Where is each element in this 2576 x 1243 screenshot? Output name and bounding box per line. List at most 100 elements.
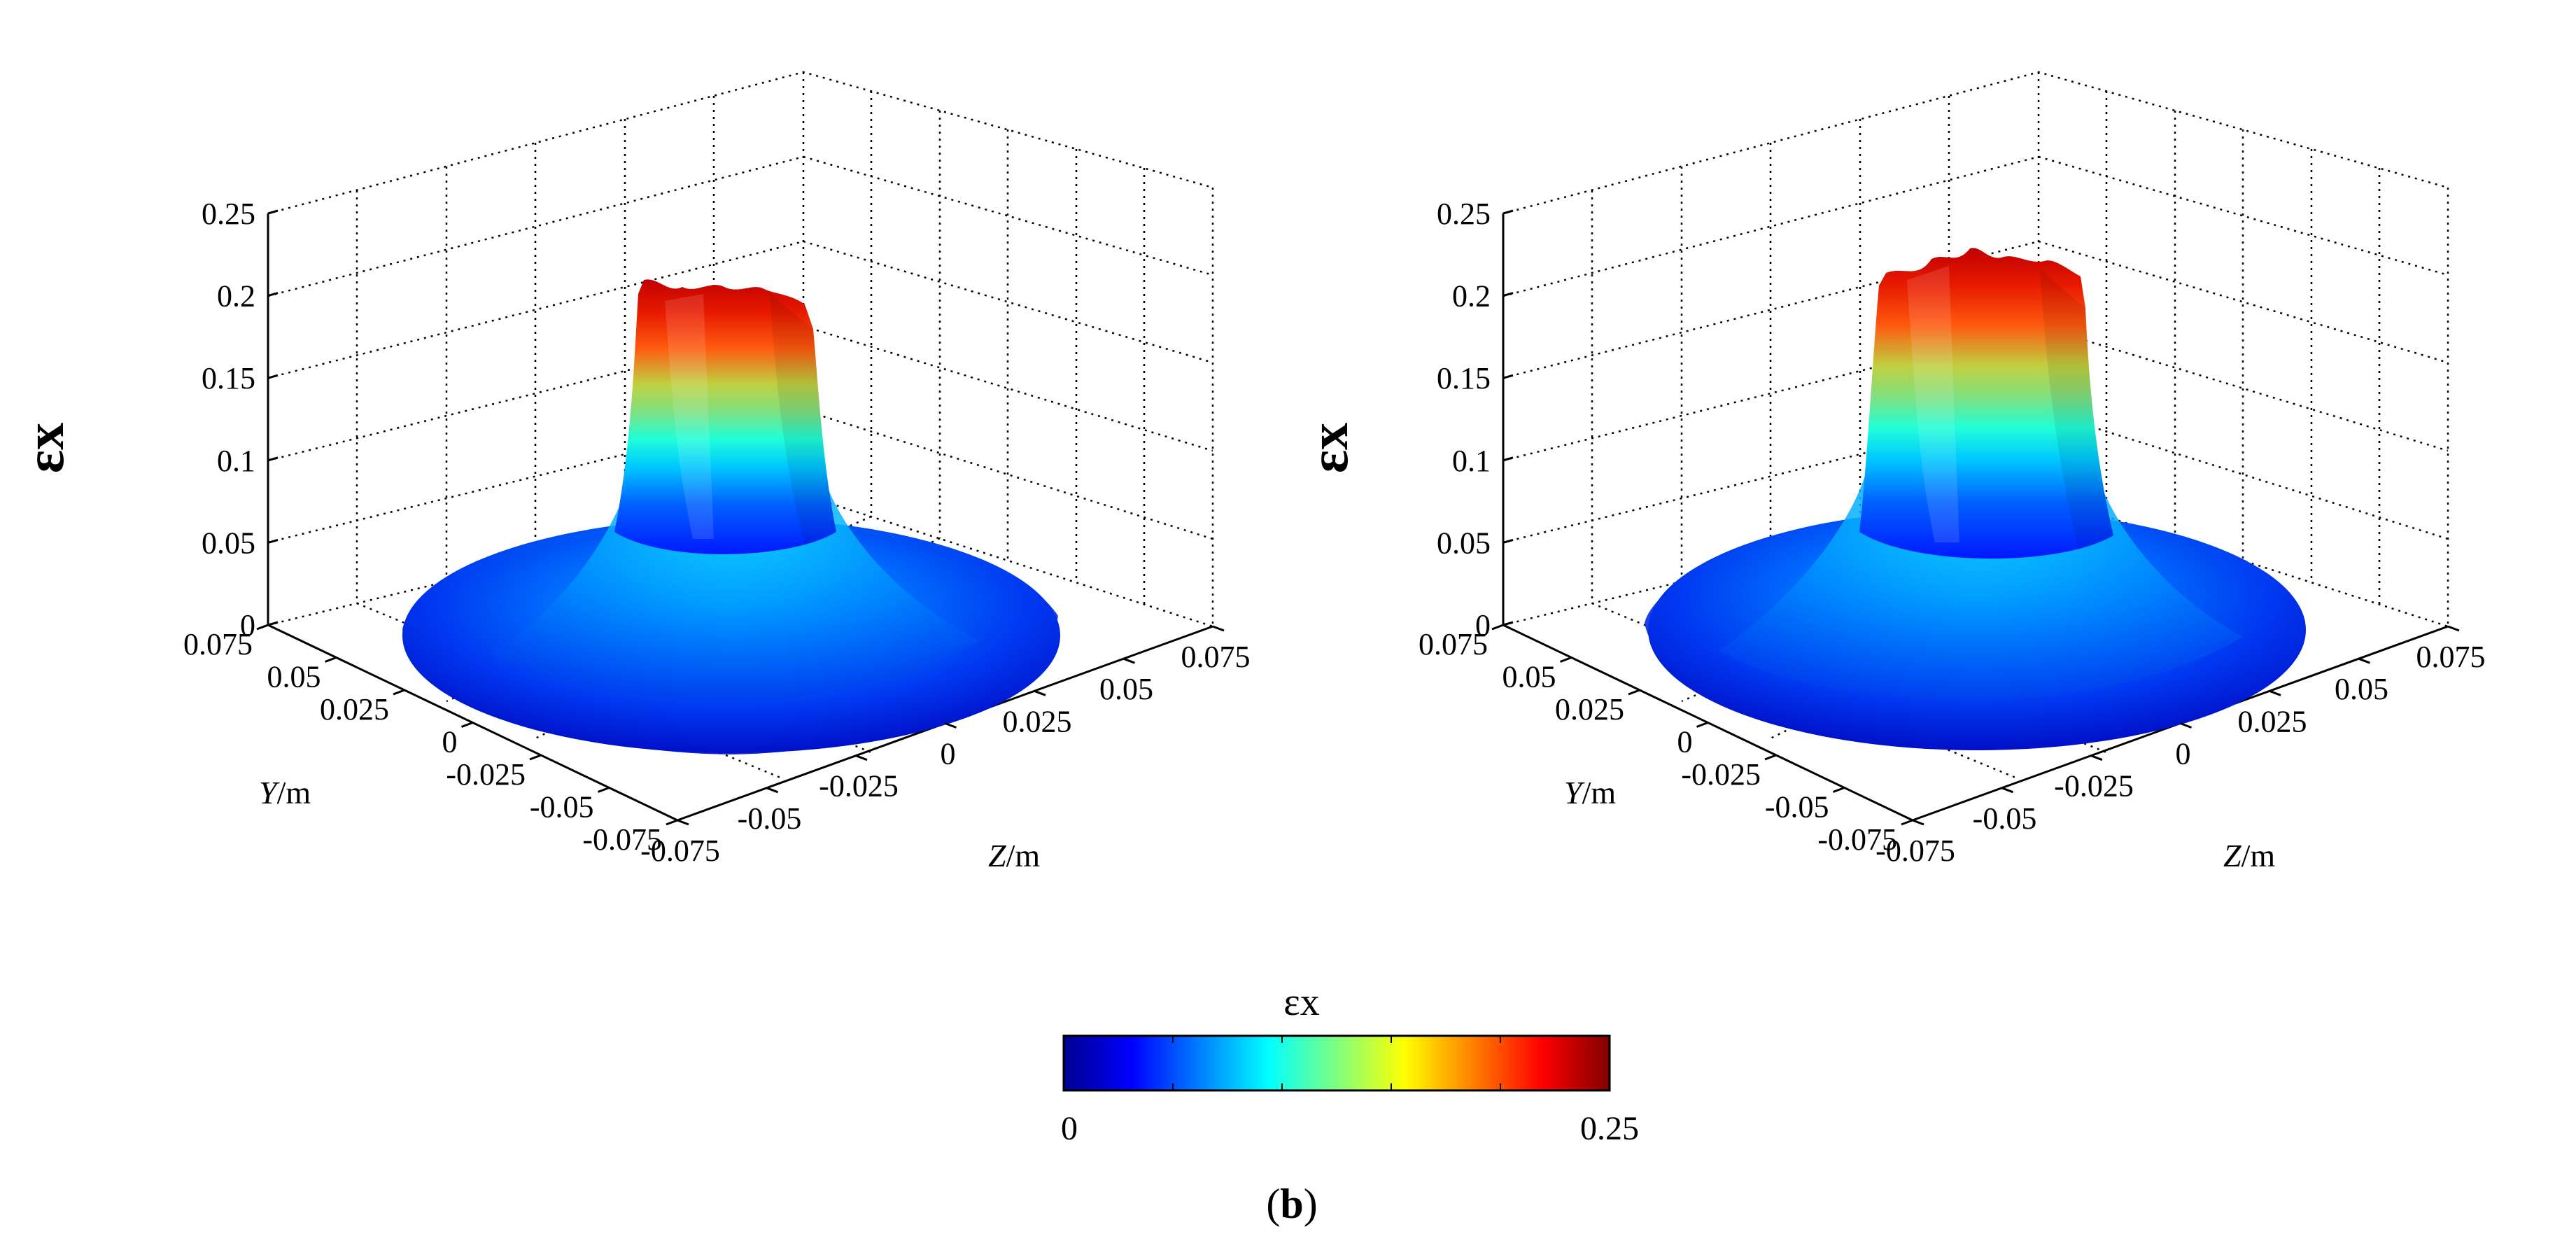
panel-label: (b) [1266, 1181, 1317, 1227]
x-tick-mark [855, 754, 868, 761]
surface-plot-left: 00.050.10.150.20.25 0.0750.050.0250-0.02… [14, 71, 1251, 873]
y-tick-label: -0.075 [1817, 822, 1897, 857]
z-tick-label: 0.1 [217, 444, 255, 478]
x-axis-ticks-left: -0.075 -0.05 -0.025 0 0.025 0.05 0.075 [640, 625, 1251, 868]
colorbar-ticks [1063, 1036, 1610, 1090]
y-tick-mark [256, 624, 269, 631]
x-axis-label-unit-left: /m [1006, 838, 1041, 873]
colorbar-title: εx [1283, 981, 1320, 1024]
y-tick-mark [1559, 656, 1572, 663]
panel-label-close: ) [1304, 1181, 1318, 1227]
x-tick-mark [2090, 754, 2103, 761]
y-tick-mark [324, 656, 337, 663]
y-tick-label: 0.05 [1502, 660, 1556, 694]
z-tick-label: 0.05 [202, 526, 255, 560]
y-tick-label: -0.075 [582, 822, 662, 857]
y-tick-label: 0.075 [1419, 627, 1488, 661]
surface-peak-left [614, 279, 836, 554]
z-axis-label-left: εx [14, 423, 75, 473]
y-tick-label: 0.05 [267, 660, 321, 694]
surface-peak-highlight-left [665, 294, 714, 539]
z-axis-label-right: εx [1298, 423, 1359, 473]
x-tick-label: 0.05 [1099, 672, 1153, 706]
x-tick-mark [944, 722, 957, 729]
y-tick-label: -0.05 [1765, 790, 1829, 824]
grid-back-wall-left [267, 71, 1214, 780]
y-tick-label: 0.075 [183, 627, 253, 661]
y-tick-mark [666, 819, 678, 826]
colorbar-max-label: 0.25 [1580, 1110, 1639, 1147]
x-tick-label: -0.025 [2054, 769, 2134, 803]
panel-label-letter: b [1280, 1181, 1303, 1227]
x-tick-label: 0.075 [2416, 640, 2486, 674]
z-tick-label: 0.25 [1437, 197, 1491, 231]
surface-skirt-left [490, 483, 980, 700]
x-tick-mark [1212, 625, 1225, 632]
z-tick-label: 0.15 [202, 361, 255, 395]
y-tick-mark [597, 787, 610, 793]
y-tick-mark [529, 754, 542, 761]
x-axis-label-var-right: Z [2223, 838, 2241, 873]
surface-peak-highlight-right [1907, 266, 1959, 542]
y-tick-label: 0 [1677, 725, 1693, 759]
colorbar-min-label: 0 [1061, 1110, 1078, 1147]
surface-peak-right [1859, 248, 2113, 559]
y-tick-mark [1901, 819, 1913, 826]
z-tick-mark [267, 621, 279, 626]
x-tick-mark [1912, 819, 1924, 826]
x-axis-label-left: Z/m [988, 838, 1040, 873]
x-tick-label: -0.075 [640, 834, 720, 868]
y-tick-mark [393, 689, 405, 696]
z-axis-ticks-left: 0 0.05 0.1 0.15 0.2 0.25 [202, 197, 279, 642]
z-tick-label: 0.2 [1452, 279, 1491, 314]
y-axis-ticks-left: 0.075 0.050.025 0-0.025-0.05-0.075 [183, 624, 678, 857]
z-tick-mark [1502, 538, 1514, 544]
y-axis-label-var-left: Y [259, 775, 280, 810]
x-tick-mark [677, 819, 689, 826]
x-tick-label: -0.025 [819, 769, 899, 803]
z-tick-mark [267, 538, 279, 544]
x-tick-mark [2179, 722, 2193, 729]
z-tick-mark [1502, 621, 1514, 626]
x-axis-ticks-right: -0.075 -0.05 -0.025 0 0.025 0.05 0.075 [1875, 625, 2486, 868]
colorbar: εx 0 0.25 [1061, 981, 1639, 1147]
x-tick-label: -0.05 [738, 801, 802, 836]
x-axis-label-var-left: Z [988, 838, 1006, 873]
z-tick-mark [1502, 292, 1514, 297]
y-tick-mark [1491, 624, 1504, 631]
z-tick-label: 0.25 [202, 197, 255, 231]
x-axis-label-unit-right: /m [2241, 838, 2276, 873]
x-tick-label: 0.025 [2238, 704, 2307, 738]
y-tick-label: -0.05 [530, 790, 594, 824]
y-axis-ticks-right: 0.075 0.050.025 0-0.025-0.05-0.075 [1419, 624, 1913, 857]
surface-plot-right: 00.050.10.150.20.25 0.0750.050.0250-0.02… [1298, 71, 2486, 873]
z-axis-label-text-left: εx [14, 423, 75, 473]
y-tick-label: -0.025 [446, 757, 526, 792]
z-axis-label-text-right: εx [1298, 423, 1359, 473]
x-tick-label: 0 [2176, 737, 2191, 771]
y-axis-label-var-right: Y [1564, 775, 1585, 810]
y-tick-label: 0.025 [1555, 692, 1624, 726]
x-tick-mark [2447, 625, 2460, 632]
x-tick-mark [1122, 657, 1136, 664]
x-axis-label-right: Z/m [2223, 838, 2275, 873]
surface-right [1645, 248, 2306, 750]
z-tick-mark [267, 292, 279, 297]
z-tick-mark [267, 209, 279, 215]
y-axis-label-right: Y/m [1564, 775, 1616, 810]
z-tick-label: 0 [1475, 608, 1491, 642]
z-axis-ticks-right: 0 0.05 0.1 0.15 0.2 0.25 [1437, 197, 1514, 642]
z-tick-label: 0.05 [1437, 526, 1491, 560]
x-tick-mark [2358, 657, 2371, 664]
z-tick-mark [1502, 456, 1514, 462]
z-tick-mark [1502, 374, 1514, 379]
y-tick-mark [1696, 722, 1709, 728]
x-tick-mark [2001, 787, 2014, 794]
z-tick-mark [267, 456, 279, 462]
y-tick-mark [460, 722, 474, 728]
y-axis-label-unit-right: /m [1582, 775, 1617, 810]
x-tick-mark [2269, 689, 2281, 696]
x-tick-label: 0.05 [2335, 672, 2388, 706]
z-tick-label: 0 [240, 608, 255, 642]
